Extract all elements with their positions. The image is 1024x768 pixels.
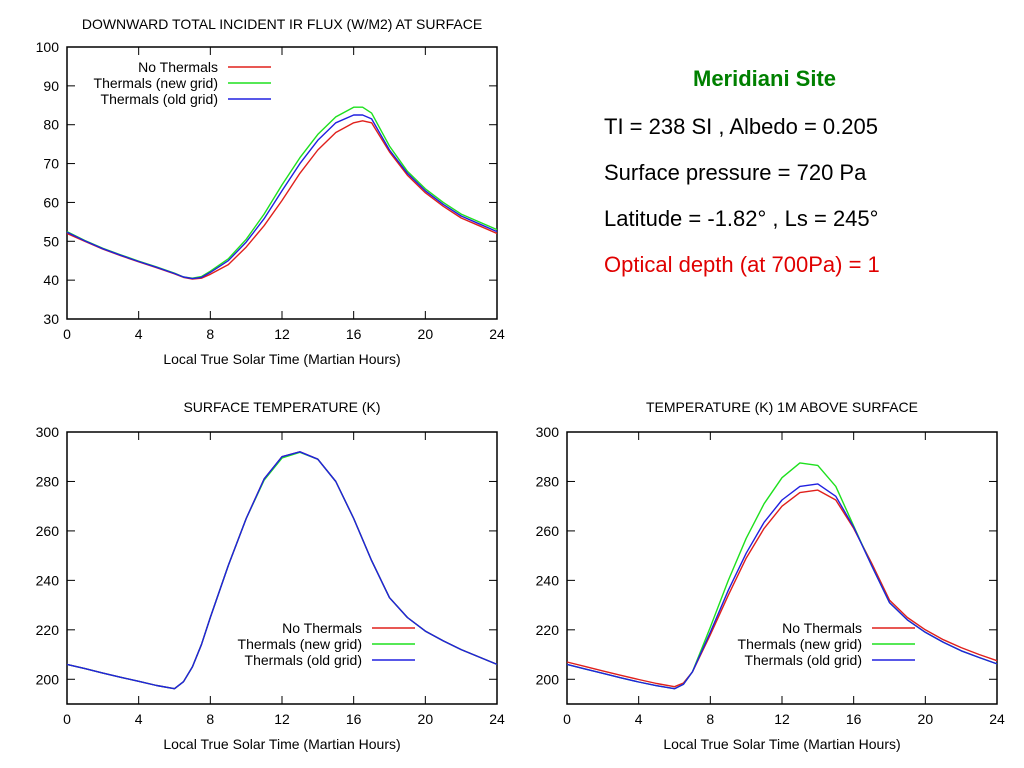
site-info-panel: Meridiani Site TI = 238 SI , Albedo = 0.… xyxy=(604,66,1004,288)
y-tick-label: 50 xyxy=(43,233,59,249)
x-tick-label: 12 xyxy=(274,326,290,342)
legend-label-thermals-new-grid: Thermals (new grid) xyxy=(238,636,362,652)
chart-ir-flux: DOWNWARD TOTAL INCIDENT IR FLUX (W/M2) A… xyxy=(36,16,505,367)
legend-label-thermals-old-grid: Thermals (old grid) xyxy=(745,652,862,668)
x-tick-label: 12 xyxy=(274,711,290,727)
x-tick-label: 24 xyxy=(989,711,1005,727)
y-tick-label: 280 xyxy=(536,473,560,489)
x-tick-label: 4 xyxy=(135,326,143,342)
optical-depth-text: Optical depth (at 700Pa) = 1 xyxy=(604,252,880,277)
x-tick-label: 0 xyxy=(563,711,571,727)
site-title: Meridiani Site xyxy=(693,66,837,91)
chart-temperature-1m: TEMPERATURE (K) 1M ABOVE SURFACE 0 4 8 12 16 2… xyxy=(536,399,1005,752)
y-tick-label: 260 xyxy=(536,523,560,539)
surface-pressure-text: Surface pressure = 720 Pa xyxy=(604,160,867,185)
legend-label-thermals-new-grid: Thermals (new grid) xyxy=(738,636,862,652)
chart-surface-temperature: SURFACE TEMPERATURE (K) 0 4 8 12 16 20 24 200 220… xyxy=(36,399,505,752)
thermal-inertia-albedo-text: TI = 238 SI , Albedo = 0.205 xyxy=(604,114,878,139)
series-line-no-thermals xyxy=(566,489,998,688)
series-line-thermals-old-grid xyxy=(66,114,498,280)
latitude-ls-text: Latitude = -1.82° , Ls = 245° xyxy=(604,206,879,231)
y-tick-label: 300 xyxy=(36,424,60,440)
x-axis-label: Local True Solar Time (Martian Hours) xyxy=(163,736,400,752)
x-tick-label: 12 xyxy=(774,711,790,727)
y-tick-label: 220 xyxy=(36,622,60,638)
y-tick-label: 90 xyxy=(43,78,59,94)
chart-title: DOWNWARD TOTAL INCIDENT IR FLUX (W/M2) A… xyxy=(82,16,482,32)
x-tick-label: 8 xyxy=(206,326,214,342)
series-line-no-thermals xyxy=(66,120,498,280)
x-tick-label: 24 xyxy=(489,711,505,727)
y-tick-label: 280 xyxy=(36,473,60,489)
x-tick-label: 8 xyxy=(706,711,714,727)
x-tick-label: 24 xyxy=(489,326,505,342)
series-line-thermals-old-grid xyxy=(66,451,498,690)
x-tick-label: 16 xyxy=(346,711,362,727)
y-tick-label: 220 xyxy=(536,622,560,638)
x-tick-label: 16 xyxy=(346,326,362,342)
legend-label-thermals-new-grid: Thermals (new grid) xyxy=(94,75,218,91)
x-tick-label: 4 xyxy=(135,711,143,727)
y-tick-label: 260 xyxy=(36,523,60,539)
y-tick-label: 240 xyxy=(536,572,560,588)
x-tick-label: 4 xyxy=(635,711,643,727)
y-tick-label: 240 xyxy=(36,572,60,588)
legend-label-no-thermals: No Thermals xyxy=(138,59,218,75)
y-tick-label: 80 xyxy=(43,117,59,133)
x-axis-label: Local True Solar Time (Martian Hours) xyxy=(663,736,900,752)
x-tick-label: 20 xyxy=(418,711,434,727)
legend-label-thermals-old-grid: Thermals (old grid) xyxy=(245,652,362,668)
x-tick-label: 20 xyxy=(918,711,934,727)
y-tick-label: 100 xyxy=(36,39,60,55)
legend-label-thermals-old-grid: Thermals (old grid) xyxy=(101,91,218,107)
x-tick-label: 8 xyxy=(206,711,214,727)
x-tick-label: 0 xyxy=(63,326,71,342)
y-tick-label: 70 xyxy=(43,156,59,172)
y-tick-label: 200 xyxy=(36,671,60,687)
series-line-thermals-new-grid xyxy=(66,106,498,279)
legend-label-no-thermals: No Thermals xyxy=(282,620,362,636)
x-axis-label: Local True Solar Time (Martian Hours) xyxy=(163,351,400,367)
x-tick-label: 0 xyxy=(63,711,71,727)
y-tick-label: 60 xyxy=(43,194,59,210)
x-tick-label: 20 xyxy=(418,326,434,342)
y-tick-label: 200 xyxy=(536,671,560,687)
y-tick-label: 40 xyxy=(43,272,59,288)
y-tick-label: 30 xyxy=(43,311,59,327)
x-tick-label: 16 xyxy=(846,711,862,727)
series-line-thermals-old-grid xyxy=(566,483,998,690)
legend-label-no-thermals: No Thermals xyxy=(782,620,862,636)
y-tick-label: 300 xyxy=(536,424,560,440)
chart-title: TEMPERATURE (K) 1M ABOVE SURFACE xyxy=(646,399,918,415)
chart-title: SURFACE TEMPERATURE (K) xyxy=(183,399,380,415)
